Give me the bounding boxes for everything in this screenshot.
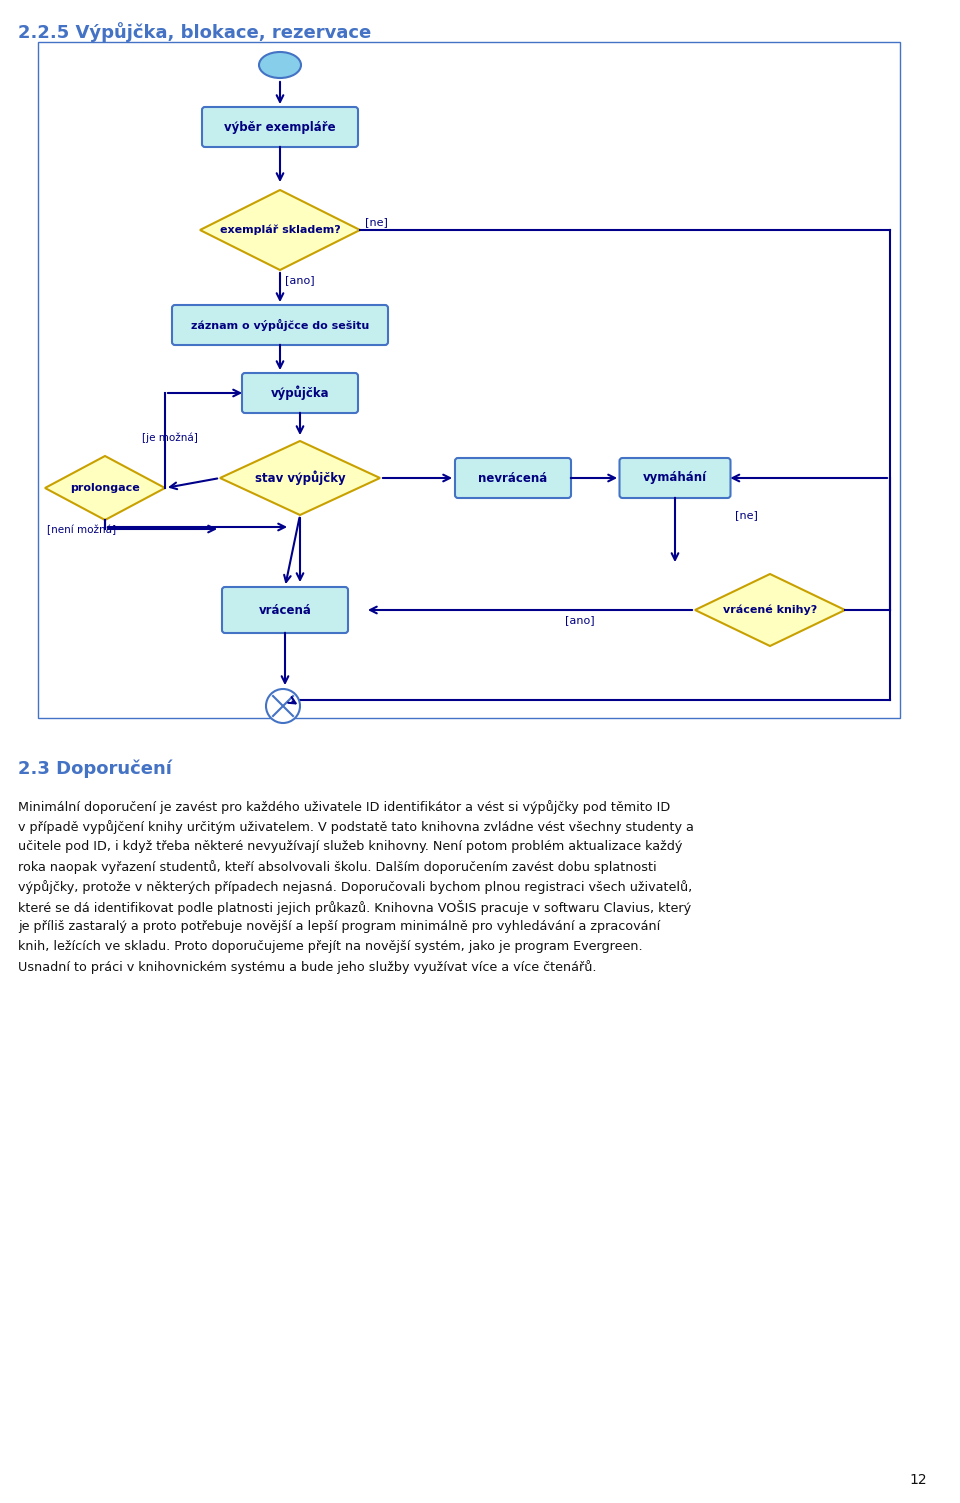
- FancyBboxPatch shape: [455, 458, 571, 497]
- Bar: [38, 42, 900, 718]
- Text: Minimální doporučení je zavést pro každého uživatele ID identifikátor a vést si : Minimální doporučení je zavést pro každé…: [18, 800, 670, 815]
- Text: výběr exempláře: výběr exempláře: [225, 120, 336, 134]
- Text: 12: 12: [909, 1473, 926, 1486]
- Text: které se dá identifikovat podle platnosti jejich průkazů. Knihovna VOŠIS pracuje: které se dá identifikovat podle platnost…: [18, 900, 691, 915]
- FancyBboxPatch shape: [619, 458, 731, 497]
- Polygon shape: [45, 455, 165, 520]
- Text: [ano]: [ano]: [285, 275, 315, 286]
- Text: učitele pod ID, i když třeba některé nevyužívají služeb knihovny. Není potom pro: učitele pod ID, i když třeba některé nev…: [18, 840, 683, 854]
- Text: knih, ležících ve skladu. Proto doporučujeme přejít na novější systém, jako je p: knih, ležících ve skladu. Proto doporuču…: [18, 939, 642, 953]
- Text: výpůjčka: výpůjčka: [271, 386, 329, 400]
- Text: 2.2.5 Výpůjčka, blokace, rezervace: 2.2.5 Výpůjčka, blokace, rezervace: [18, 23, 372, 42]
- FancyBboxPatch shape: [202, 107, 358, 147]
- Text: [není možná]: [není možná]: [47, 525, 116, 535]
- Text: 2.3 Doporučení: 2.3 Doporučení: [18, 761, 172, 779]
- Text: Usnadní to práci v knihovnickém systému a bude jeho služby využívat více a více : Usnadní to práci v knihovnickém systému …: [18, 960, 596, 974]
- Text: je příliš zastaralý a proto potřebuje novější a lepší program minimálně pro vyhl: je příliš zastaralý a proto potřebuje no…: [18, 920, 660, 933]
- Text: v případě vypůjčení knihy určitým uživatelem. V podstatě tato knihovna zvládne v: v případě vypůjčení knihy určitým uživat…: [18, 821, 694, 834]
- Polygon shape: [200, 189, 360, 271]
- Text: záznam o výpůjčce do sešitu: záznam o výpůjčce do sešitu: [191, 319, 370, 331]
- Circle shape: [266, 688, 300, 723]
- Text: vrácené knihy?: vrácené knihy?: [723, 604, 817, 615]
- Polygon shape: [695, 574, 845, 646]
- Text: [je možná]: [je možná]: [142, 433, 198, 443]
- Ellipse shape: [259, 53, 301, 78]
- Text: vrácená: vrácená: [258, 604, 311, 616]
- Text: výpůjčky, protože v některých případech nejasná. Doporučovali bychom plnou regis: výpůjčky, protože v některých případech …: [18, 879, 692, 894]
- Text: prolongace: prolongace: [70, 482, 140, 493]
- Text: stav výpůjčky: stav výpůjčky: [254, 470, 346, 485]
- FancyBboxPatch shape: [222, 588, 348, 633]
- Text: [ano]: [ano]: [565, 615, 594, 625]
- FancyBboxPatch shape: [242, 373, 358, 413]
- Text: exemplář skladem?: exemplář skladem?: [220, 225, 341, 236]
- Text: vymáhání: vymáhání: [643, 472, 708, 484]
- Text: [ne]: [ne]: [365, 216, 388, 227]
- Text: nevrácená: nevrácená: [478, 472, 547, 484]
- Polygon shape: [220, 440, 380, 516]
- Text: [ne]: [ne]: [735, 510, 758, 520]
- FancyBboxPatch shape: [172, 305, 388, 346]
- Text: roka naopak vyřazení studentů, kteří absolvovali školu. Dalším doporučením zavés: roka naopak vyřazení studentů, kteří abs…: [18, 860, 657, 873]
